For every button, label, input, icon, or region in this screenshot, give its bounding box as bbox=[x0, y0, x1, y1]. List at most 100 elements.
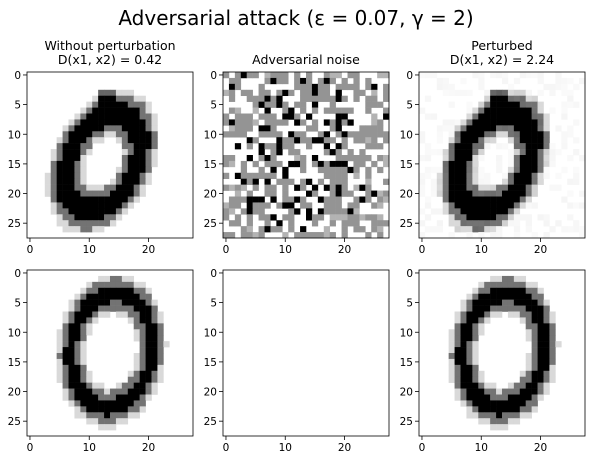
pixel bbox=[490, 226, 497, 233]
pixel bbox=[448, 184, 455, 191]
pixel bbox=[44, 190, 52, 197]
pixel bbox=[68, 119, 75, 126]
pixel bbox=[490, 293, 497, 300]
pixel bbox=[448, 149, 455, 156]
pixel bbox=[145, 311, 152, 318]
pixel bbox=[502, 275, 509, 283]
pixel bbox=[549, 353, 556, 360]
pixel bbox=[507, 281, 515, 289]
pixel bbox=[478, 166, 485, 174]
pixel bbox=[507, 107, 515, 114]
pixel bbox=[110, 107, 117, 114]
pixel bbox=[98, 107, 105, 114]
pixel bbox=[139, 293, 146, 300]
pixel bbox=[448, 347, 455, 354]
pixel bbox=[121, 208, 129, 215]
pixel bbox=[323, 149, 331, 156]
pixel bbox=[86, 143, 93, 150]
pixel bbox=[311, 119, 319, 126]
pixel bbox=[531, 317, 538, 324]
pixel bbox=[151, 149, 158, 156]
pixel bbox=[74, 125, 81, 132]
pixel bbox=[513, 305, 521, 312]
pixel bbox=[80, 226, 87, 233]
pixel bbox=[246, 137, 253, 144]
pixel bbox=[139, 160, 146, 168]
pixel bbox=[353, 160, 360, 168]
pixel bbox=[133, 131, 140, 138]
pixel bbox=[490, 113, 497, 120]
pixel bbox=[86, 388, 93, 395]
pixel bbox=[442, 119, 449, 126]
pixel bbox=[573, 137, 580, 144]
pixel bbox=[98, 311, 105, 318]
pixel bbox=[460, 166, 467, 174]
pixel bbox=[121, 172, 129, 180]
pixel bbox=[537, 394, 544, 401]
pixel bbox=[531, 166, 538, 174]
pixel bbox=[537, 178, 544, 185]
pixel bbox=[466, 305, 473, 312]
pixel bbox=[98, 208, 105, 215]
pixel bbox=[121, 311, 129, 318]
pixel bbox=[270, 214, 277, 221]
pixel bbox=[579, 226, 586, 233]
pixel bbox=[496, 208, 503, 215]
pixel bbox=[151, 137, 158, 144]
pixel bbox=[442, 89, 449, 97]
pixel bbox=[323, 172, 331, 180]
pixel bbox=[537, 341, 544, 348]
pixel bbox=[110, 299, 117, 306]
pixel bbox=[62, 317, 69, 324]
pixel bbox=[145, 305, 152, 312]
pixel bbox=[335, 172, 342, 180]
pixel bbox=[329, 119, 336, 126]
pixel bbox=[478, 143, 485, 150]
pixel bbox=[466, 178, 473, 185]
pixel bbox=[490, 208, 497, 215]
pixel bbox=[68, 329, 75, 336]
pixel bbox=[466, 323, 473, 330]
pixel bbox=[513, 311, 521, 318]
pixel bbox=[80, 160, 87, 168]
pixel bbox=[110, 287, 117, 295]
pixel bbox=[282, 166, 289, 174]
pixel bbox=[513, 281, 521, 289]
pixel bbox=[507, 287, 515, 295]
pixel bbox=[115, 400, 123, 407]
pixel bbox=[127, 196, 135, 203]
pixel bbox=[507, 202, 515, 209]
pixel bbox=[110, 208, 117, 215]
panel-title: Perturbed bbox=[471, 38, 532, 53]
y-tick-label: 10 bbox=[204, 327, 217, 339]
pixel bbox=[223, 172, 230, 180]
pixel bbox=[347, 220, 354, 227]
pixel bbox=[519, 101, 527, 108]
pixel bbox=[466, 232, 473, 239]
pixel bbox=[424, 155, 432, 162]
pixel bbox=[252, 178, 259, 185]
pixel bbox=[531, 172, 538, 180]
pixel bbox=[454, 125, 461, 132]
pixel bbox=[383, 137, 390, 144]
pixel bbox=[258, 196, 265, 203]
pixel bbox=[151, 299, 158, 306]
pixel bbox=[323, 143, 331, 150]
pixel bbox=[478, 293, 485, 300]
pixel bbox=[240, 113, 248, 120]
pixel bbox=[80, 412, 87, 419]
pixel bbox=[329, 232, 336, 239]
pixel bbox=[502, 412, 509, 419]
pixel bbox=[460, 77, 467, 85]
pixel bbox=[430, 226, 438, 233]
image-pixels bbox=[419, 72, 586, 239]
pixel bbox=[329, 107, 336, 114]
pixel bbox=[317, 196, 325, 203]
pixel bbox=[86, 184, 93, 191]
pixel bbox=[383, 107, 390, 114]
pixel bbox=[424, 226, 432, 233]
pixel bbox=[460, 143, 467, 150]
pixel bbox=[543, 172, 550, 180]
pixel bbox=[341, 232, 348, 239]
pixel bbox=[561, 226, 568, 233]
